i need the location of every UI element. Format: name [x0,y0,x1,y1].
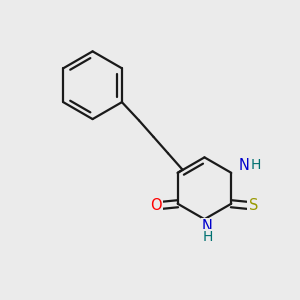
Text: N: N [202,219,213,234]
Text: H: H [250,158,261,172]
Text: H: H [202,230,213,244]
Text: O: O [150,198,161,213]
Text: S: S [248,198,258,213]
Text: N: N [239,158,250,173]
